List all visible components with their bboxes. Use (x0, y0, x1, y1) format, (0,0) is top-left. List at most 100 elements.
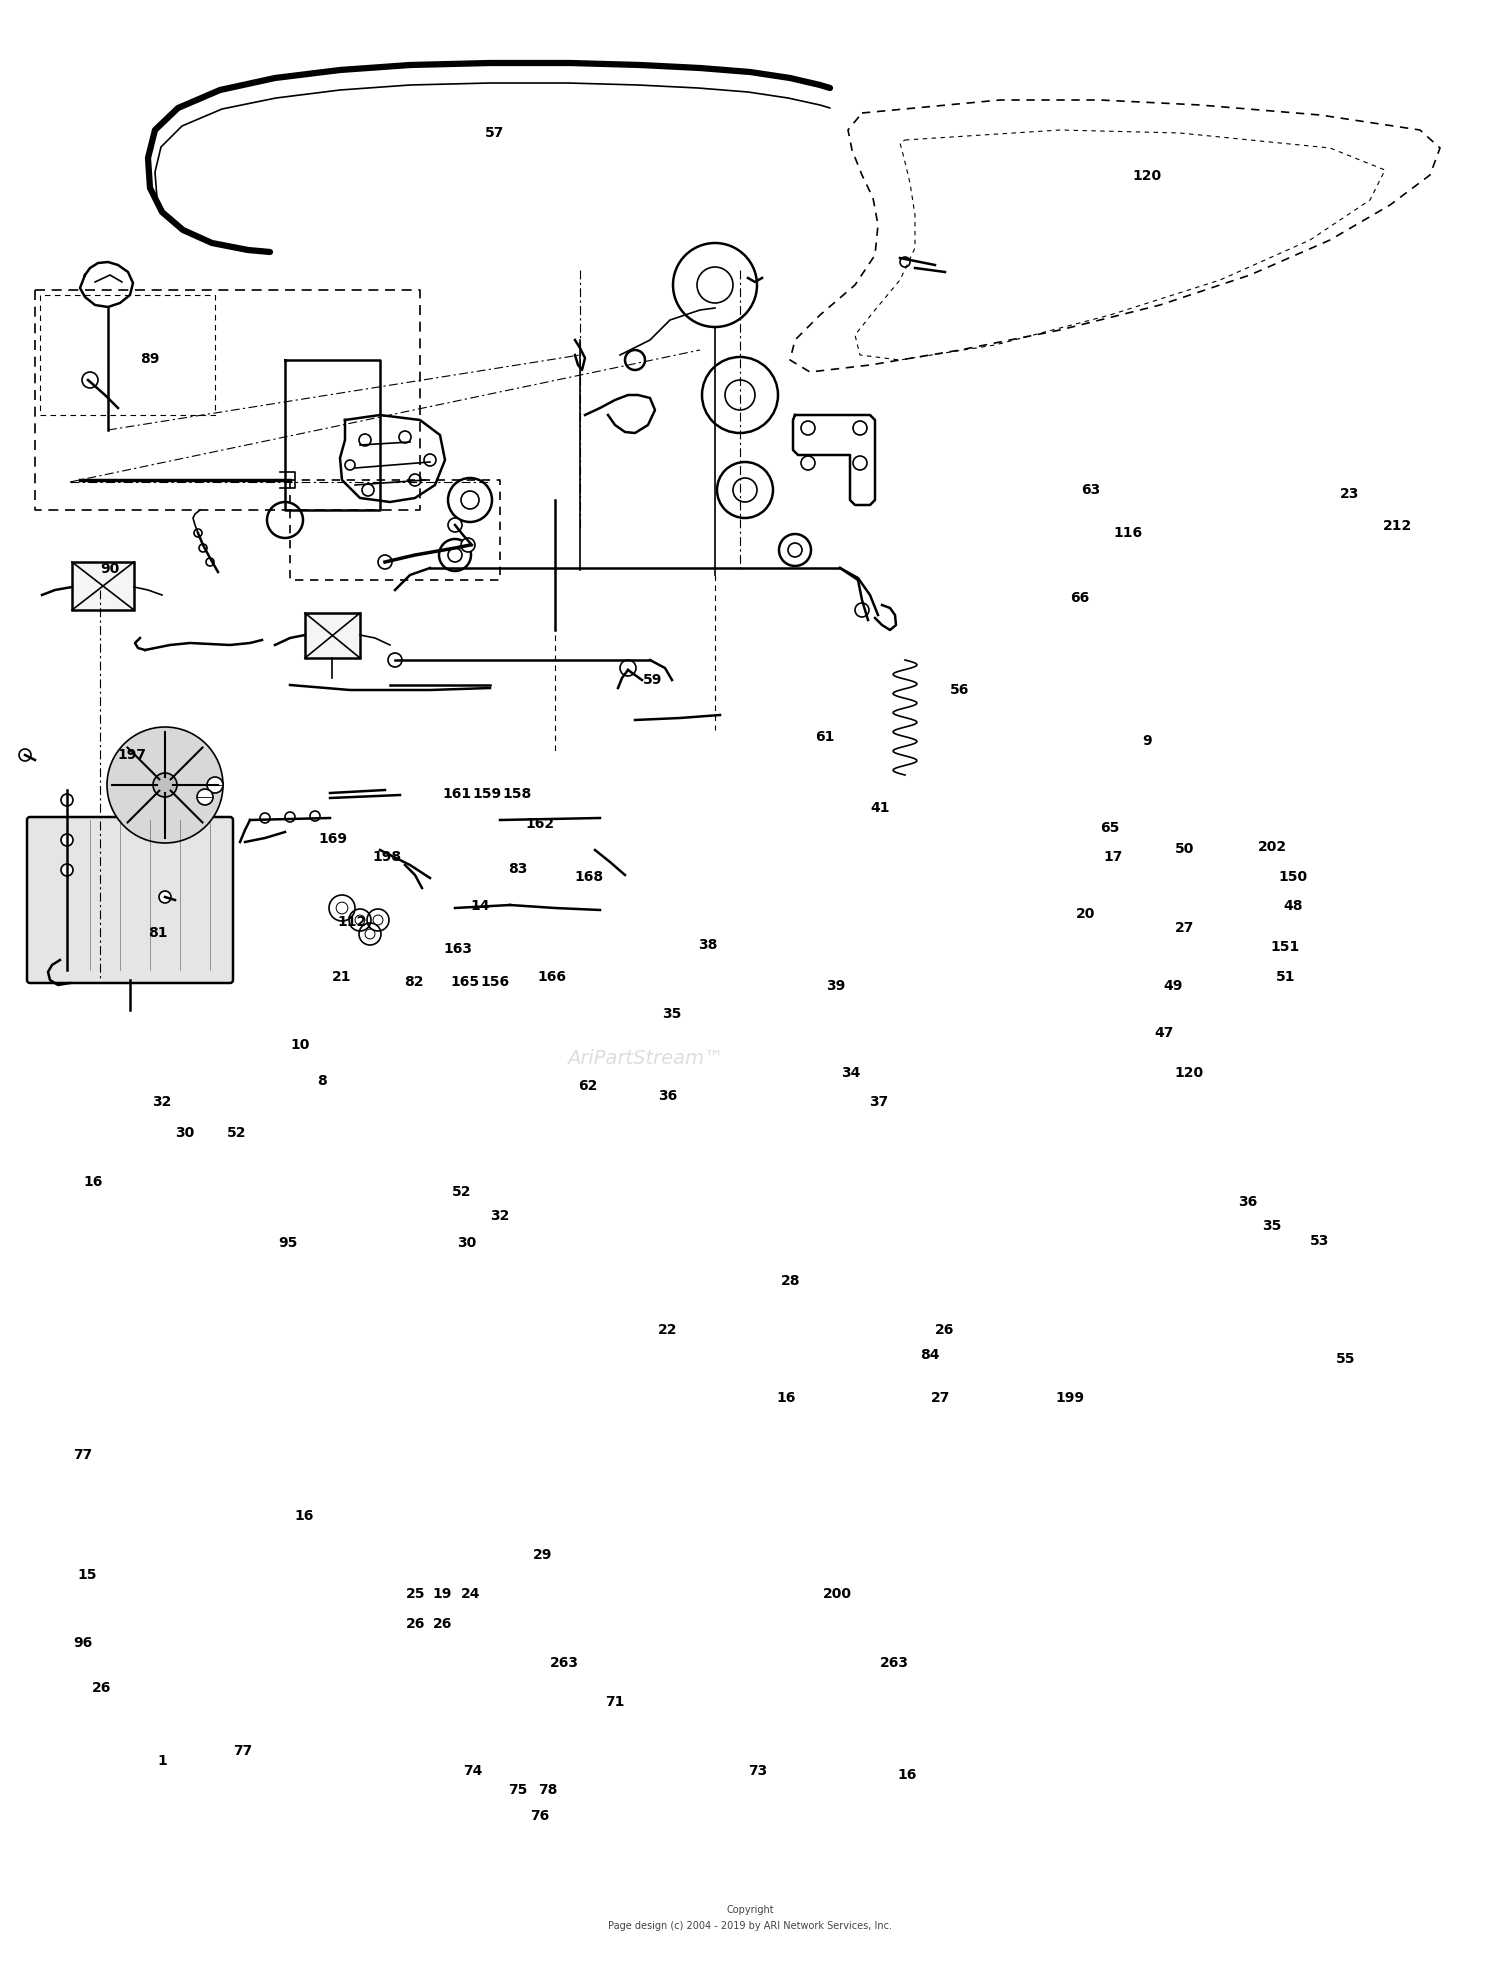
Circle shape (200, 543, 207, 551)
Text: 39: 39 (827, 979, 844, 994)
Circle shape (448, 518, 462, 531)
Text: 36: 36 (658, 1088, 676, 1104)
Text: 165: 165 (450, 975, 480, 990)
Circle shape (626, 349, 645, 371)
Text: 199: 199 (1054, 1390, 1084, 1406)
Circle shape (310, 812, 320, 822)
Text: 200: 200 (822, 1586, 852, 1602)
Text: 65: 65 (1101, 820, 1119, 835)
Text: 26: 26 (93, 1681, 111, 1696)
Circle shape (358, 433, 370, 445)
Text: 120: 120 (1174, 1065, 1204, 1081)
Text: 36: 36 (1239, 1194, 1257, 1210)
Text: 27: 27 (932, 1390, 950, 1406)
Text: 20: 20 (1077, 906, 1095, 922)
Text: 116: 116 (1113, 526, 1143, 541)
Text: 16: 16 (777, 1390, 795, 1406)
Circle shape (855, 602, 868, 618)
Text: 63: 63 (1082, 482, 1100, 498)
Text: 53: 53 (1311, 1233, 1329, 1249)
Circle shape (900, 257, 910, 267)
Circle shape (345, 461, 355, 471)
Text: 38: 38 (699, 937, 717, 953)
Text: 50: 50 (1176, 841, 1194, 857)
Text: 74: 74 (464, 1763, 482, 1779)
Text: 32: 32 (153, 1094, 171, 1110)
Text: 96: 96 (74, 1635, 92, 1651)
Text: 57: 57 (486, 126, 504, 141)
Text: 151: 151 (1270, 939, 1300, 955)
Text: 47: 47 (1155, 1026, 1173, 1041)
Circle shape (378, 555, 392, 569)
Text: 32: 32 (490, 1208, 508, 1224)
FancyBboxPatch shape (27, 818, 233, 982)
Circle shape (260, 814, 270, 824)
Circle shape (424, 455, 436, 467)
Text: 159: 159 (472, 786, 502, 802)
Text: 30: 30 (176, 1126, 194, 1141)
Circle shape (206, 559, 214, 567)
Text: 83: 83 (509, 861, 526, 877)
Text: 26: 26 (406, 1616, 424, 1632)
Circle shape (153, 773, 177, 796)
Text: 23: 23 (1341, 486, 1359, 502)
Circle shape (362, 484, 374, 496)
Text: 30: 30 (458, 1235, 476, 1251)
Text: 16: 16 (84, 1175, 102, 1190)
Text: 71: 71 (606, 1694, 624, 1710)
Text: 51: 51 (1275, 969, 1294, 984)
Text: 163: 163 (442, 941, 472, 957)
Text: 95: 95 (279, 1235, 297, 1251)
Circle shape (106, 728, 224, 843)
Text: 76: 76 (531, 1808, 549, 1824)
Bar (304, 614, 360, 659)
Circle shape (20, 749, 32, 761)
Circle shape (620, 661, 636, 677)
Text: 15: 15 (78, 1567, 96, 1583)
Text: 66: 66 (1071, 590, 1089, 606)
Text: 59: 59 (644, 673, 662, 688)
Text: 52: 52 (453, 1184, 471, 1200)
Text: 19: 19 (433, 1586, 451, 1602)
Text: 52: 52 (228, 1126, 246, 1141)
Text: 35: 35 (1263, 1218, 1281, 1233)
Text: 22: 22 (657, 1322, 678, 1337)
Text: 1: 1 (158, 1753, 166, 1769)
Text: 62: 62 (579, 1079, 597, 1094)
Text: 49: 49 (1164, 979, 1182, 994)
Bar (72, 563, 134, 610)
Text: 198: 198 (372, 849, 402, 865)
Text: 73: 73 (748, 1763, 766, 1779)
Text: AriPartStream™: AriPartStream™ (567, 1049, 723, 1069)
Text: Page design (c) 2004 - 2019 by ARI Network Services, Inc.: Page design (c) 2004 - 2019 by ARI Netwo… (608, 1920, 892, 1932)
Text: 41: 41 (870, 800, 891, 816)
Text: 21: 21 (333, 969, 351, 984)
Text: 90: 90 (100, 561, 118, 577)
Text: 28: 28 (780, 1273, 801, 1288)
Text: 16: 16 (898, 1767, 916, 1783)
Text: 26: 26 (433, 1616, 451, 1632)
Text: 162: 162 (525, 816, 555, 831)
Text: 263: 263 (879, 1655, 909, 1671)
Text: 77: 77 (234, 1743, 252, 1759)
Text: 26: 26 (936, 1322, 954, 1337)
Text: 78: 78 (538, 1783, 556, 1798)
Circle shape (801, 422, 814, 435)
Circle shape (62, 794, 74, 806)
Circle shape (62, 833, 74, 845)
Text: 263: 263 (549, 1655, 579, 1671)
Text: 8: 8 (318, 1073, 327, 1088)
Text: 9: 9 (1143, 733, 1152, 749)
Text: 27: 27 (1176, 920, 1194, 935)
Circle shape (801, 457, 814, 471)
Text: 112: 112 (338, 914, 368, 930)
Text: 75: 75 (509, 1783, 526, 1798)
Circle shape (82, 373, 98, 388)
Text: 81: 81 (147, 926, 168, 941)
Text: 156: 156 (480, 975, 510, 990)
Circle shape (853, 457, 867, 471)
Text: 16: 16 (296, 1508, 314, 1524)
Text: 61: 61 (816, 729, 834, 745)
Text: 55: 55 (1335, 1351, 1356, 1367)
Text: 29: 29 (534, 1547, 552, 1563)
